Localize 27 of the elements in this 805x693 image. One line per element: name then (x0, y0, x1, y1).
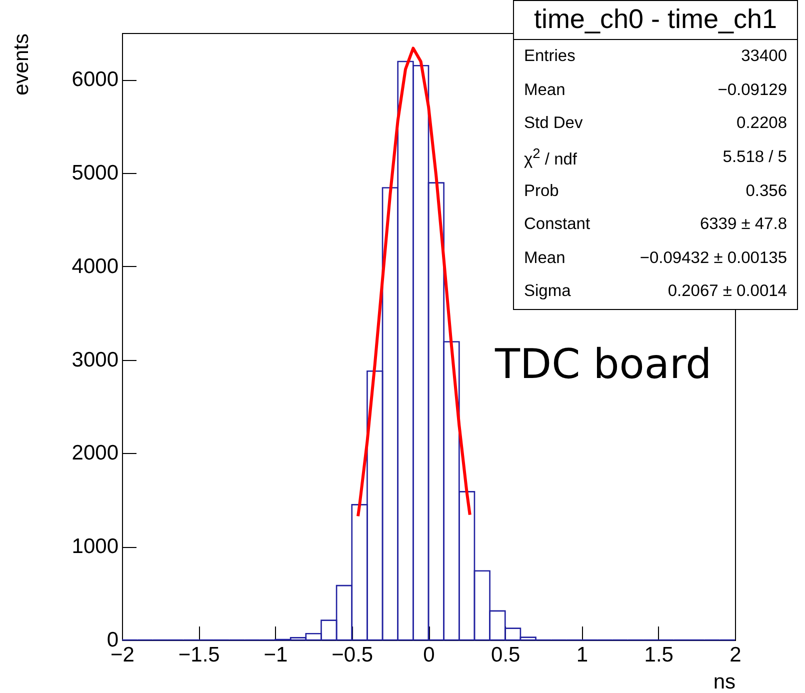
y-tick-label: 2000 (72, 442, 118, 465)
y-tick-label: 5000 (72, 162, 118, 185)
y-tick-label: 6000 (72, 68, 118, 92)
text: χ$^{2}$ / ndf 5.518 / 5 (524, 146, 787, 168)
x-tick-label: 0 (423, 644, 435, 666)
text: Mean −0.09129 (524, 80, 787, 99)
line-series (356, 46, 472, 518)
chart-title: time_ch0 - time_ch1 (514, 1, 797, 40)
y-axis-title: events (10, 34, 33, 96)
x-tick-label: −0.5 (332, 644, 374, 666)
text: Sigma 0.2067 ± 0.0014 (524, 282, 787, 300)
text: Prob 0.356 (524, 182, 787, 200)
text: Entries 33400 (524, 47, 787, 66)
y-tick-label: 3000 (72, 348, 118, 372)
text: Mean −0.09432 ± 0.00135 (524, 248, 787, 267)
x-tick-label: −1.5 (178, 644, 220, 666)
x-tick-label: 2 (730, 644, 742, 666)
x-axis-title: ns (713, 670, 736, 693)
x-tick-label: 1.5 (644, 644, 674, 666)
x-tick-label: −1 (264, 644, 288, 666)
annotation: TDC board (495, 340, 712, 388)
x-tick-label: 0.5 (491, 644, 520, 666)
y-tick-label: 1000 (72, 535, 118, 558)
y-tick-label: 4000 (72, 254, 118, 278)
x-tick-label: 1 (576, 644, 588, 666)
text: Constant 6339 ± 47.8 (524, 215, 787, 234)
text: Std Dev 0.2208 (524, 114, 787, 132)
